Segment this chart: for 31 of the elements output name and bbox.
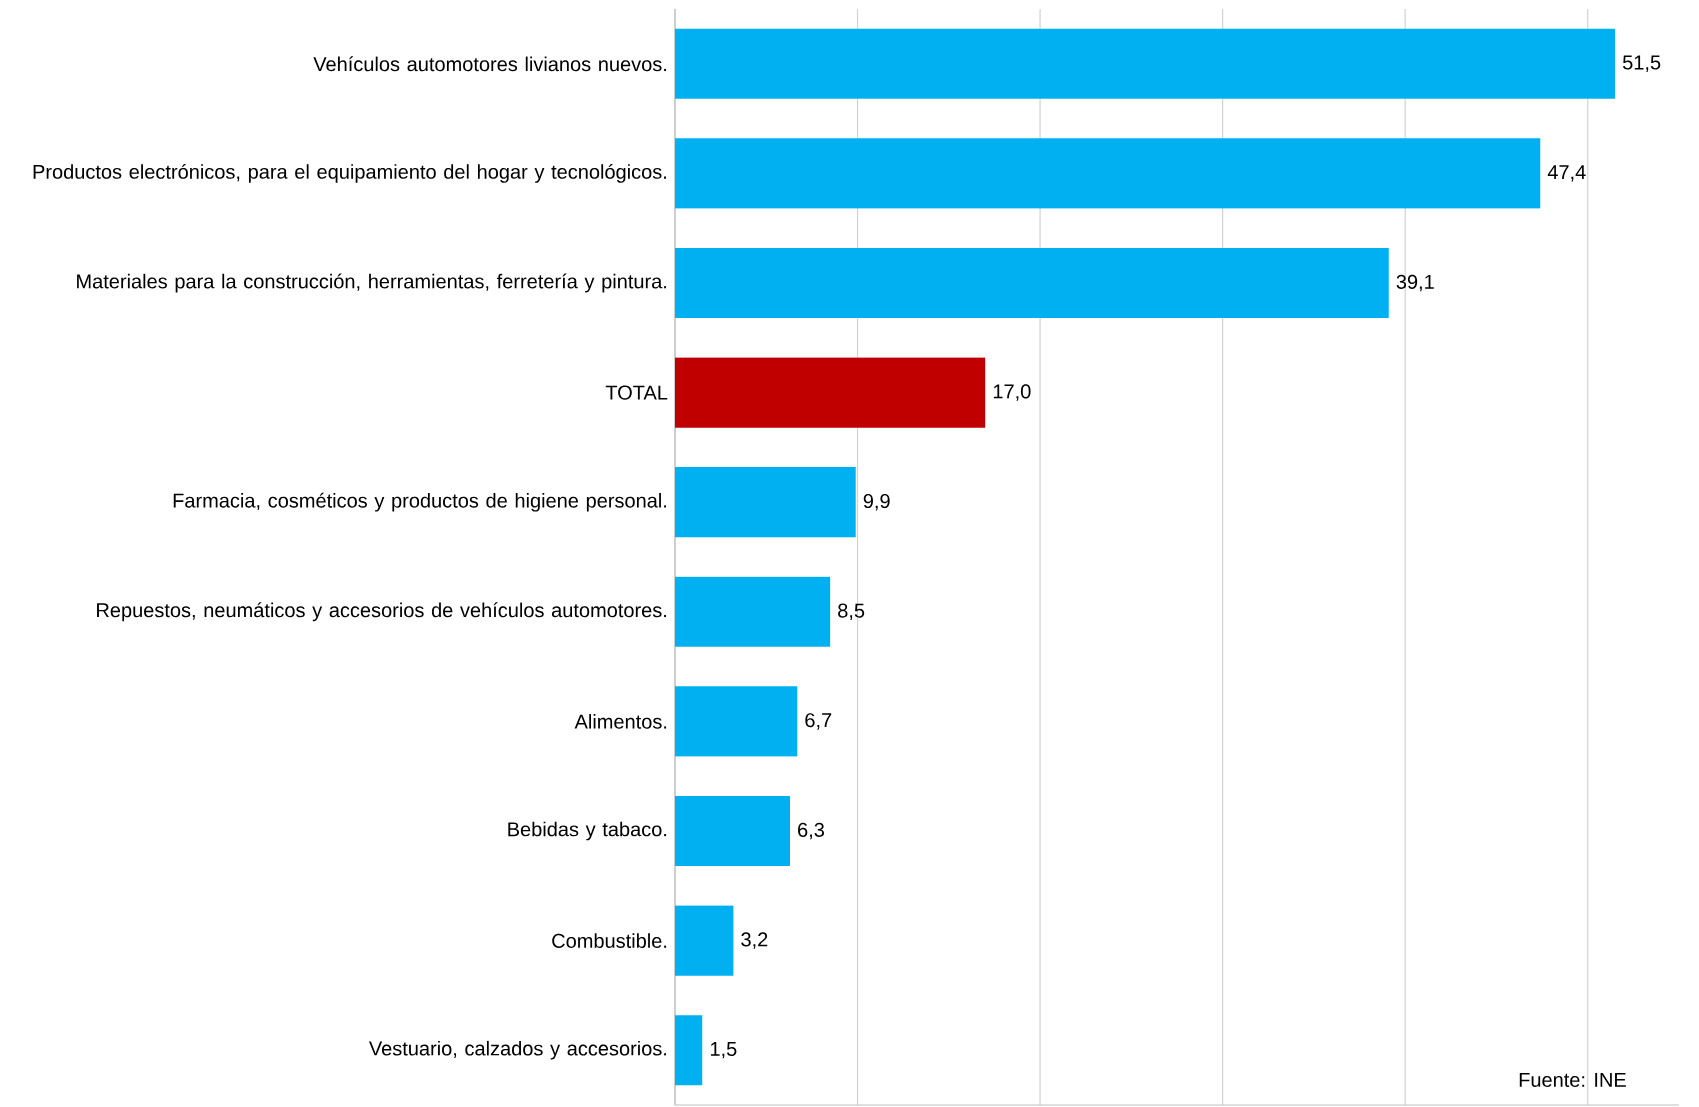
bar	[675, 1015, 703, 1086]
y-tick-label: Alimentos.	[574, 714, 667, 729]
y-tick-label: Repuestos, neumáticos y accesorios de vehículos automotores.	[97, 602, 667, 622]
y-tick-label: Combustible.	[552, 933, 667, 948]
data-label: 17,0	[993, 384, 1031, 401]
data-label: 39,1	[1396, 274, 1434, 292]
y-tick-label: TOTAL	[605, 385, 668, 400]
y-tick-label: Productos electrónicos, para el equipamiento del hogar y tecnológicos.	[33, 163, 666, 183]
data-label: 6,3	[798, 822, 824, 840]
bar	[675, 686, 798, 757]
data-label: 47,4	[1547, 165, 1586, 182]
bar	[675, 905, 734, 976]
bar	[675, 467, 856, 538]
y-tick-label: Materiales para la construcción, herramientas, ferretería y pintura.	[77, 273, 667, 293]
data-label: 1,5	[710, 1042, 737, 1059]
y-tick-label: Farmacia, cosméticos y productos de higiene personal.	[173, 492, 667, 512]
data-label: 6,7	[805, 713, 832, 730]
bar	[675, 795, 790, 867]
bar	[675, 576, 831, 647]
data-label: 3,2	[741, 932, 768, 949]
y-tick-label: Bebidas y tabaco.	[508, 821, 667, 841]
bar	[675, 28, 1616, 99]
data-label: 9,9	[863, 493, 890, 511]
bar	[675, 138, 1541, 209]
annotation: Fuente: INE	[1519, 1073, 1626, 1087]
data-label: 51,5	[1622, 55, 1661, 72]
y-tick-label: Vehículos automotores livianos nuevos.	[313, 56, 667, 72]
y-tick-label: Vestuario, calzados y accesorios.	[368, 1040, 667, 1060]
bar	[675, 357, 986, 428]
bar	[675, 247, 1389, 319]
data-label: 8,5	[838, 603, 865, 621]
